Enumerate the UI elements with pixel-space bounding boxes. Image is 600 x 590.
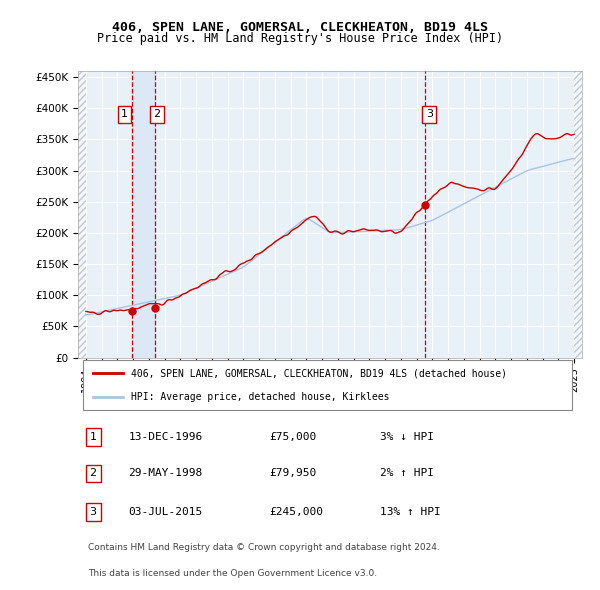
Text: 2: 2 — [89, 468, 97, 478]
Text: 406, SPEN LANE, GOMERSAL, CLECKHEATON, BD19 4LS: 406, SPEN LANE, GOMERSAL, CLECKHEATON, B… — [112, 21, 488, 34]
Text: £75,000: £75,000 — [269, 432, 317, 442]
Text: HPI: Average price, detached house, Kirklees: HPI: Average price, detached house, Kirk… — [131, 392, 389, 402]
Text: £79,950: £79,950 — [269, 468, 317, 478]
Bar — [78, 71, 86, 358]
Text: 3: 3 — [426, 109, 433, 119]
Text: 1: 1 — [121, 109, 128, 119]
Text: This data is licensed under the Open Government Licence v3.0.: This data is licensed under the Open Gov… — [88, 569, 377, 578]
Bar — [574, 71, 582, 358]
Bar — [574, 71, 582, 358]
Text: 03-JUL-2015: 03-JUL-2015 — [128, 507, 203, 517]
Text: 3: 3 — [89, 507, 97, 517]
Text: 1: 1 — [89, 432, 97, 442]
Text: 29-MAY-1998: 29-MAY-1998 — [128, 468, 203, 478]
Text: 2: 2 — [154, 109, 160, 119]
Text: Contains HM Land Registry data © Crown copyright and database right 2024.: Contains HM Land Registry data © Crown c… — [88, 543, 440, 552]
Text: Price paid vs. HM Land Registry's House Price Index (HPI): Price paid vs. HM Land Registry's House … — [97, 32, 503, 45]
Text: 406, SPEN LANE, GOMERSAL, CLECKHEATON, BD19 4LS (detached house): 406, SPEN LANE, GOMERSAL, CLECKHEATON, B… — [131, 368, 507, 378]
FancyBboxPatch shape — [83, 360, 572, 410]
Text: £245,000: £245,000 — [269, 507, 323, 517]
Text: 2% ↑ HPI: 2% ↑ HPI — [380, 468, 434, 478]
Text: 13% ↑ HPI: 13% ↑ HPI — [380, 507, 441, 517]
Text: 3% ↓ HPI: 3% ↓ HPI — [380, 432, 434, 442]
Bar — [133, 71, 155, 358]
Bar — [78, 71, 86, 358]
Text: 13-DEC-1996: 13-DEC-1996 — [128, 432, 203, 442]
